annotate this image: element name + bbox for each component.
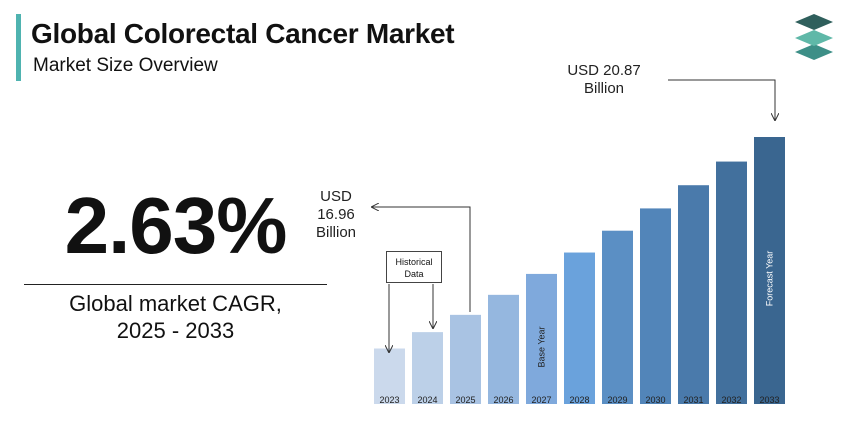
logo-layer-bottom	[795, 44, 833, 60]
base-year-label: Base Year	[537, 326, 547, 367]
title-accent-bar	[16, 14, 21, 81]
x-tick-label: 2027	[531, 395, 551, 405]
x-tick-label: 2028	[569, 395, 589, 405]
logo-layer-top	[795, 14, 833, 30]
x-tick-label: 2033	[759, 395, 779, 405]
historical-box-line-2: Data	[404, 269, 424, 279]
bar-2027	[526, 273, 557, 404]
x-tick-label: 2029	[607, 395, 627, 405]
x-tick-label: 2023	[379, 395, 399, 405]
bar-2033	[754, 137, 785, 404]
end-value-line-2: Billion	[583, 80, 625, 97]
start-value-arrow	[372, 207, 471, 312]
end-value-arrow	[668, 79, 775, 120]
page-subtitle: Market Size Overview	[33, 55, 218, 76]
start-value-line-3: Billion	[315, 224, 357, 241]
start-value-line-1: USD	[320, 188, 352, 205]
bar-2024	[412, 332, 443, 404]
x-tick-label: 2032	[721, 395, 741, 405]
cagr-divider	[24, 284, 327, 285]
layered-stack-icon	[795, 14, 833, 60]
x-tick-label: 2030	[645, 395, 665, 405]
historical-box-line-1: Historical	[395, 257, 433, 267]
end-value-line-1: USD 20.87	[567, 62, 641, 79]
x-tick-label: 2024	[417, 395, 437, 405]
bar-2029	[602, 230, 633, 404]
start-value-annotation: USD 16.96 Billion	[306, 188, 366, 242]
cagr-label: Global market CAGR, 2025 - 2033	[24, 290, 327, 344]
bar-2030	[640, 208, 671, 404]
bar-2025	[450, 314, 481, 404]
cagr-label-line-2: 2025 - 2033	[116, 318, 235, 343]
start-value-line-2: 16.96	[317, 206, 355, 223]
bar-2028	[564, 252, 595, 404]
x-tick-label: 2025	[455, 395, 475, 405]
bar-2023	[374, 348, 405, 404]
bar-2026	[488, 294, 519, 404]
end-value-annotation: USD 20.87 Billion	[562, 62, 646, 98]
bar-2031	[678, 185, 709, 404]
bar-2032	[716, 161, 747, 404]
logo-layer-middle	[795, 30, 833, 46]
historical-data-box: Historical Data	[386, 251, 442, 283]
x-tick-label: 2026	[493, 395, 513, 405]
forecast-year-label: Forecast Year	[765, 251, 775, 307]
cagr-value: 2.63%	[64, 181, 288, 270]
page-title: Global Colorectal Cancer Market	[31, 18, 455, 49]
cagr-label-line-1: Global market CAGR,	[69, 291, 282, 316]
x-tick-label: 2031	[683, 395, 703, 405]
